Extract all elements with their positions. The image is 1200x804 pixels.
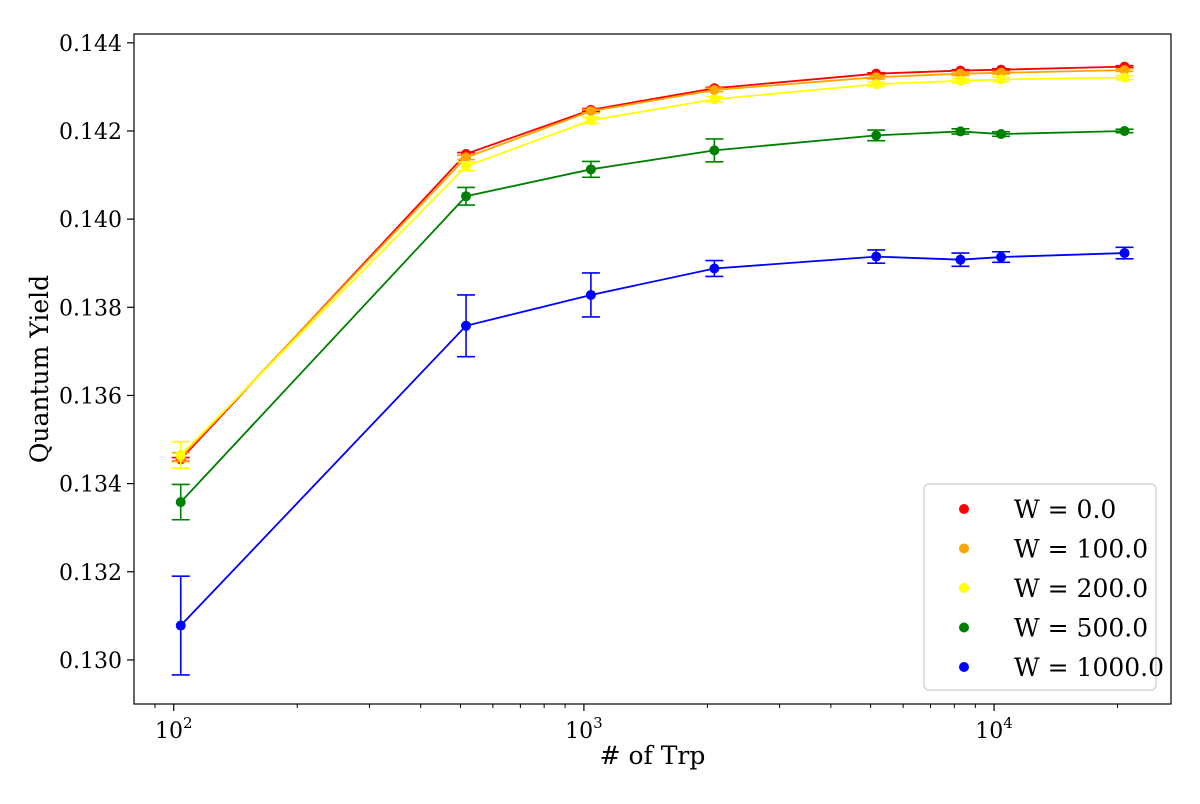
x-tick-label-exponent: 3 [593,714,603,732]
legend-marker [959,504,969,514]
legend-item: W = 1000.0 [959,653,1164,682]
series-1 [171,65,1134,463]
data-point [871,130,882,141]
data-point [1119,125,1130,136]
data-point [461,320,472,331]
data-point [996,252,1007,263]
data-point [175,449,186,460]
x-axis-title: # of Trp [600,741,706,770]
series-line [180,252,1125,627]
series-0 [171,61,1134,465]
legend-label: W = 500.0 [1014,614,1148,643]
data-point [709,263,720,274]
data-point [461,152,472,163]
data-point [871,72,882,83]
legend-label: W = 0.0 [1014,495,1116,524]
legend-item: W = 100.0 [959,535,1148,564]
series-line [180,65,1125,460]
legend-marker [959,622,969,633]
data-point [585,106,596,117]
x-tick-label-exponent: 4 [1003,714,1013,732]
x-tick-label: 103 [565,714,603,744]
legend-item: W = 500.0 [959,614,1148,643]
legend-label: W = 200.0 [1014,574,1148,603]
x-axis: 102 103 104 [154,704,1119,744]
data-point [709,145,720,156]
series-2 [171,72,1134,469]
data-point [461,161,472,172]
legend: W = 0.0 W = 100.0 W = 200.0 W = 500.0 W = 10… [923,483,1164,691]
legend-box [923,483,1157,691]
data-point [955,254,966,265]
series-line [180,130,1125,503]
y-tick-label: 0.140 [59,208,122,233]
data-point [1119,72,1130,83]
y-tick-label: 0.142 [59,120,122,145]
x-tick-label-exponent: 2 [183,714,193,732]
legend-label: W = 1000.0 [1014,653,1164,682]
legend-item: W = 200.0 [959,574,1148,603]
axes-frame [133,33,1172,705]
y-tick-label: 0.144 [59,32,122,57]
data-point [709,84,720,95]
data-point [996,129,1007,140]
series-line [180,76,1125,456]
y-tick-label: 0.134 [59,473,122,498]
x-tick-label-base: 10 [155,719,183,744]
data-point [955,126,966,137]
data-point [955,75,966,86]
y-axis: 0.130 0.132 0.134 0.136 0.138 0.140 0.142 0.144 [59,32,134,674]
y-axis-title: Quantum Yield [25,275,54,463]
data-point [871,79,882,90]
data-point [585,115,596,126]
x-tick-label-base: 10 [565,719,593,744]
y-tick-label: 0.136 [59,384,122,409]
y-tick-label: 0.132 [59,561,122,586]
legend-marker [959,543,969,554]
x-tick-label-base: 10 [975,719,1003,744]
x-tick-label: 102 [155,714,193,744]
data-point [175,497,186,508]
series-3 [171,125,1134,521]
legend-item: W = 0.0 [959,495,1116,524]
series-layer [171,61,1134,676]
y-tick-label: 0.130 [59,649,122,674]
x-tick-label: 104 [975,714,1013,744]
series-line [180,69,1125,458]
data-point [461,191,472,202]
data-point [955,68,966,79]
data-point [996,74,1007,85]
legend-label: W = 100.0 [1014,535,1148,564]
data-point [175,620,186,631]
legend-marker [959,662,969,672]
data-point [1119,65,1130,76]
y-tick-label: 0.138 [59,296,122,321]
data-point [585,164,596,175]
series-4 [171,246,1134,676]
data-point [709,94,720,105]
data-point [871,251,882,262]
legend-marker [959,583,969,593]
data-point [1119,248,1130,259]
data-point [585,289,596,300]
